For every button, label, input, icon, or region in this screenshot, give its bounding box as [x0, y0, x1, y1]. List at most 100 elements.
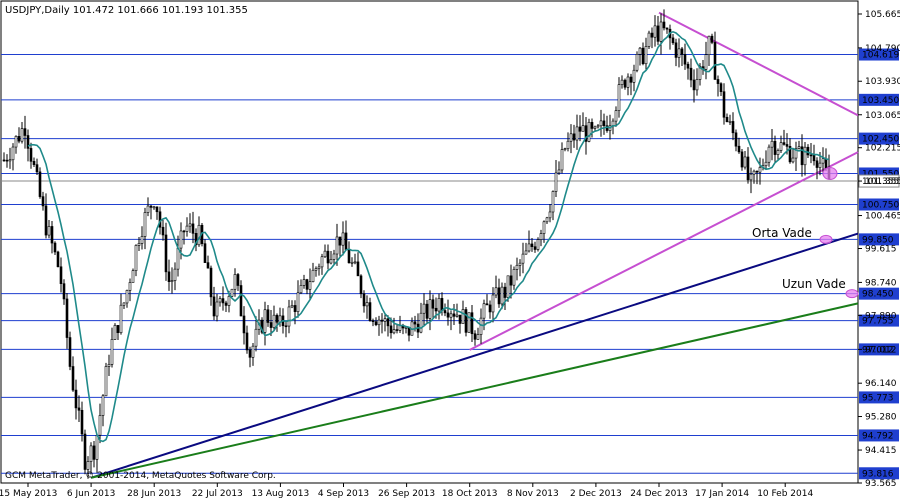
candle-body	[170, 280, 174, 282]
candle-body	[302, 279, 306, 286]
candle-body	[782, 142, 786, 145]
candle-body	[164, 234, 168, 273]
x-tick-label: 22 Jul 2013	[192, 489, 243, 499]
annotation-orta-vade: Orta Vade	[752, 226, 812, 240]
x-tick-label: 28 Jun 2013	[127, 489, 181, 499]
candle-body	[269, 322, 273, 328]
candle-body	[809, 154, 813, 157]
candle-body	[536, 239, 540, 250]
candle-body	[104, 366, 108, 397]
candle-body	[434, 307, 438, 312]
candle-body	[491, 294, 495, 313]
uzun-vade-marker	[845, 289, 859, 299]
candle-body	[800, 146, 804, 166]
candle-body	[707, 35, 711, 55]
candle-body	[404, 327, 408, 329]
x-tick-label: 17 Jan 2014	[695, 489, 749, 499]
candle-body	[2, 159, 6, 162]
candle-body	[464, 309, 468, 333]
candle-body	[791, 157, 795, 163]
level-label: 100.750	[862, 200, 899, 210]
candle-body	[242, 315, 246, 334]
candle-body	[674, 42, 678, 58]
candle-body	[197, 224, 201, 246]
candle-body	[206, 262, 210, 269]
candle-body	[710, 35, 714, 43]
candle-body	[413, 321, 417, 325]
candle-body	[638, 47, 642, 55]
candle-body	[173, 268, 177, 281]
candle-body	[716, 79, 720, 84]
candle-body	[362, 293, 366, 307]
candle-body	[509, 275, 513, 286]
level-label: 93.816	[862, 469, 894, 479]
candle-body	[155, 206, 159, 213]
candle-body	[449, 313, 453, 318]
candle-body	[620, 79, 624, 85]
candle-body	[65, 298, 69, 338]
candle-body	[788, 146, 792, 163]
candle-body	[578, 126, 582, 132]
candle-body	[266, 309, 270, 323]
candle-body	[770, 140, 774, 148]
candle-body	[290, 305, 294, 308]
x-tick-label: 2 Dec 2013	[570, 489, 622, 499]
level-label: 97.012	[862, 345, 894, 355]
candle-body	[383, 318, 387, 322]
x-tick-label: 10 Feb 2014	[757, 489, 813, 499]
candle-body	[554, 172, 558, 192]
candle-body	[740, 151, 744, 168]
candle-body	[803, 146, 807, 166]
candle-body	[119, 304, 123, 334]
candle-body	[584, 125, 588, 142]
candle-body	[296, 292, 300, 312]
candle-body	[485, 303, 489, 306]
y-tick-label: 103.065	[865, 111, 900, 121]
y-tick-label: 105.665	[865, 10, 900, 20]
x-tick-label: 4 Sep 2013	[318, 489, 369, 499]
candle-body	[146, 205, 150, 213]
candle-body	[824, 158, 828, 169]
candle-body	[560, 149, 564, 171]
candle-body	[557, 169, 561, 174]
candle-body	[134, 245, 138, 272]
candle-body	[533, 246, 537, 250]
candle-body	[227, 296, 231, 306]
candle-body	[323, 250, 327, 258]
candle-body	[635, 54, 639, 71]
candle-body	[239, 285, 243, 317]
candle-body	[461, 309, 465, 324]
candle-body	[476, 334, 480, 340]
candle-body	[722, 91, 726, 118]
candle-body	[662, 21, 666, 29]
candle-body	[422, 303, 426, 314]
candle-body	[503, 286, 507, 298]
candle-body	[725, 116, 729, 123]
candle-body	[29, 148, 33, 162]
candle-body	[539, 233, 543, 240]
candle-body	[98, 415, 102, 436]
candle-body	[182, 230, 186, 233]
candle-body	[80, 409, 84, 435]
candle-body	[11, 146, 15, 161]
x-tick-label: 8 Nov 2013	[507, 489, 559, 499]
candle-body	[752, 170, 756, 175]
candle-body	[518, 262, 522, 266]
candle-body	[368, 302, 372, 321]
candle-body	[347, 249, 351, 264]
candle-body	[14, 136, 18, 148]
level-label-box	[859, 198, 899, 211]
candle-body	[284, 325, 288, 328]
candle-body	[719, 83, 723, 92]
candle-body	[191, 223, 195, 234]
candle-body	[389, 325, 393, 334]
candle-body	[524, 250, 528, 255]
candle-body	[545, 217, 549, 223]
candle-body	[806, 146, 810, 156]
candle-body	[74, 389, 78, 409]
candle-body	[443, 310, 447, 314]
candle-body	[89, 445, 93, 462]
candle-body	[92, 445, 96, 460]
candle-body	[467, 312, 471, 333]
